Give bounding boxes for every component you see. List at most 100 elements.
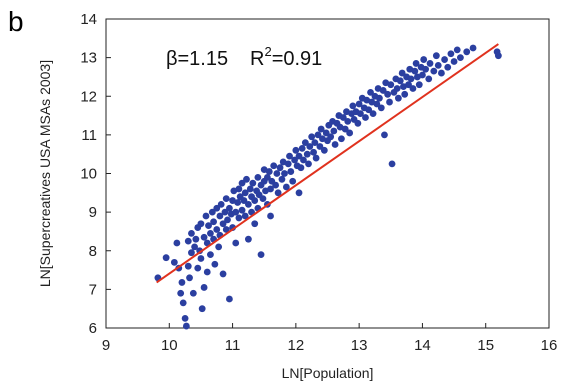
data-point	[205, 222, 212, 230]
x-tick-label: 11	[225, 337, 241, 354]
data-point	[182, 322, 190, 330]
data-point	[425, 75, 433, 83]
data-point	[355, 100, 363, 108]
points-layer	[154, 44, 502, 330]
data-point	[272, 181, 280, 189]
data-point	[412, 60, 420, 67]
x-tick-label: 10	[161, 337, 178, 354]
data-point	[381, 131, 388, 139]
data-point	[219, 270, 227, 278]
data-point	[357, 110, 364, 118]
data-point	[254, 173, 262, 181]
data-point	[270, 162, 278, 170]
data-point	[314, 131, 322, 139]
data-point	[198, 305, 206, 313]
data-point	[274, 189, 282, 197]
data-point	[213, 226, 221, 233]
x-tick-label: 15	[477, 337, 494, 354]
data-point	[362, 114, 369, 121]
data-point	[197, 220, 205, 228]
data-point	[401, 90, 409, 98]
data-point	[249, 179, 257, 187]
data-point	[457, 54, 464, 62]
data-point	[188, 249, 195, 257]
data-point	[398, 69, 406, 77]
data-point	[344, 117, 352, 125]
data-point	[189, 289, 197, 297]
data-point	[444, 63, 452, 71]
y-tick-label: 10	[80, 166, 97, 183]
data-point	[184, 262, 192, 270]
data-point	[289, 177, 297, 185]
data-point	[244, 235, 252, 243]
data-point	[327, 133, 335, 141]
data-point	[222, 226, 230, 233]
data-point	[286, 152, 293, 160]
data-point	[226, 295, 233, 303]
data-point	[219, 220, 227, 228]
beta-annotation: β=1.15	[166, 48, 228, 70]
fit-line	[156, 43, 499, 284]
data-point	[396, 77, 404, 85]
data-point	[232, 239, 240, 247]
data-point	[349, 102, 357, 110]
data-point	[331, 141, 339, 148]
data-point	[438, 69, 445, 77]
data-point	[244, 201, 252, 208]
data-point	[300, 156, 307, 164]
data-point	[365, 106, 373, 114]
data-point	[301, 139, 309, 147]
data-point	[386, 98, 393, 106]
data-point	[405, 81, 412, 89]
data-point	[232, 208, 240, 216]
y-tick-label: 13	[80, 50, 97, 67]
data-point	[208, 208, 216, 216]
data-point	[373, 100, 381, 108]
data-point	[379, 87, 387, 94]
x-tick-label: 12	[288, 337, 305, 354]
y-tick-label: 12	[80, 88, 97, 105]
data-point	[375, 94, 383, 102]
data-point	[222, 195, 230, 203]
y-tick-label: 11	[81, 127, 97, 144]
data-point	[434, 61, 442, 69]
data-point	[377, 104, 385, 112]
data-point	[267, 212, 274, 220]
data-point	[207, 251, 214, 259]
x-tick-label: 14	[414, 337, 431, 354]
data-point	[200, 284, 208, 291]
data-point	[287, 168, 295, 175]
x-tick-label: 9	[102, 337, 110, 354]
data-point	[238, 206, 246, 214]
tick-layer: 9 10 11 12 13 14 15 16 6 7 8 9 10 11 12 13 14	[80, 11, 557, 354]
data-point	[297, 164, 305, 172]
data-point	[339, 114, 347, 121]
r-superscript: 2	[264, 44, 271, 59]
data-point	[173, 239, 181, 247]
data-point	[384, 90, 392, 98]
data-point	[216, 212, 224, 220]
data-point	[276, 164, 284, 172]
data-point	[211, 260, 219, 268]
data-point	[200, 233, 208, 241]
x-tick-label: 13	[351, 337, 368, 354]
data-point	[426, 60, 434, 67]
data-point	[282, 183, 290, 191]
y-tick-label: 14	[80, 11, 97, 28]
data-point	[341, 125, 349, 133]
data-point	[243, 175, 250, 183]
r-value: =0.91	[272, 48, 323, 70]
data-point	[367, 88, 374, 96]
y-tick-label: 8	[89, 243, 97, 260]
data-point	[207, 229, 214, 237]
data-point	[240, 197, 248, 204]
data-point	[330, 127, 338, 135]
data-point	[162, 254, 170, 262]
data-point	[177, 289, 185, 297]
data-point	[310, 148, 317, 156]
data-point	[278, 175, 286, 183]
data-point	[316, 143, 324, 150]
data-point	[311, 139, 319, 147]
data-point	[265, 168, 273, 175]
data-point	[469, 44, 477, 52]
